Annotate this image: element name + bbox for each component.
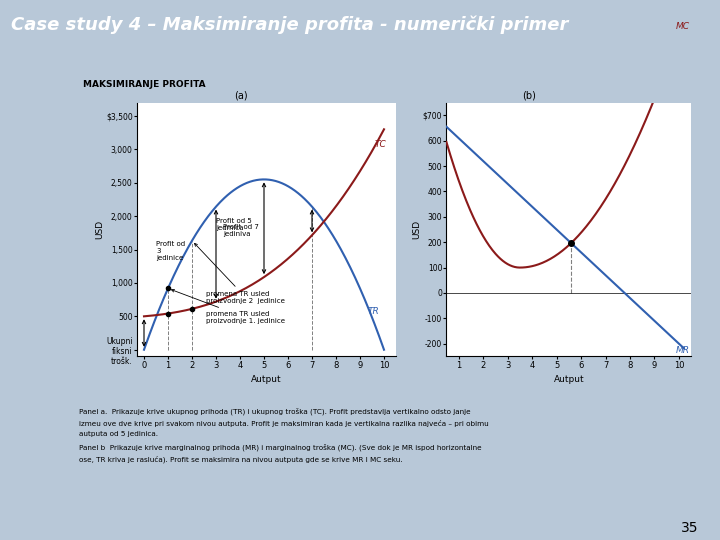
Text: autputa od 5 jedinica.: autputa od 5 jedinica. <box>79 431 158 437</box>
Text: Profit od 7
jediniva: Profit od 7 jediniva <box>223 224 259 237</box>
Text: MAKSIMIRANJE PROFITA: MAKSIMIRANJE PROFITA <box>83 80 205 89</box>
Text: MR: MR <box>675 346 689 355</box>
Text: izmeu ove dve krive pri svakom nivou autputa. Profit je maksimiran kada je verti: izmeu ove dve krive pri svakom nivou aut… <box>79 420 489 427</box>
Text: Panel a.  Prikazuje krive ukupnog prihoda (TR) i ukupnog troška (TC). Profit pre: Panel a. Prikazuje krive ukupnog prihoda… <box>79 408 471 415</box>
Y-axis label: USD: USD <box>413 220 421 239</box>
X-axis label: Autput: Autput <box>554 375 584 384</box>
Text: Case study 4 – Maksimiranje profita - numerički primer: Case study 4 – Maksimiranje profita - nu… <box>11 16 568 35</box>
Y-axis label: USD: USD <box>96 220 104 239</box>
Text: Profit od
3
jedinice: Profit od 3 jedinice <box>156 241 185 261</box>
Text: MC: MC <box>675 22 689 31</box>
Text: TR: TR <box>367 307 379 316</box>
Text: promena TR usled
proizvodnje 2  jedinice: promena TR usled proizvodnje 2 jedinice <box>194 244 285 304</box>
Text: 35: 35 <box>681 521 698 535</box>
Text: Profit od 5
jedmica: Profit od 5 jedmica <box>216 218 252 232</box>
Text: ose, TR kriva je rasluća). Profit se maksimira na nivou autputa gde se krive MR : ose, TR kriva je rasluća). Profit se mak… <box>79 455 402 463</box>
Text: (b): (b) <box>522 91 536 101</box>
Text: TC: TC <box>374 140 386 149</box>
Text: (a): (a) <box>234 91 248 101</box>
Text: promena TR usled
proizvodnje 1. jedinice: promena TR usled proizvodnje 1. jedinice <box>171 289 285 324</box>
Text: Panel b  Prikazuje krive marginalnog prihoda (MR) i marginalnog troška (MC). (Sv: Panel b Prikazuje krive marginalnog prih… <box>79 443 482 451</box>
X-axis label: Autput: Autput <box>251 375 282 384</box>
